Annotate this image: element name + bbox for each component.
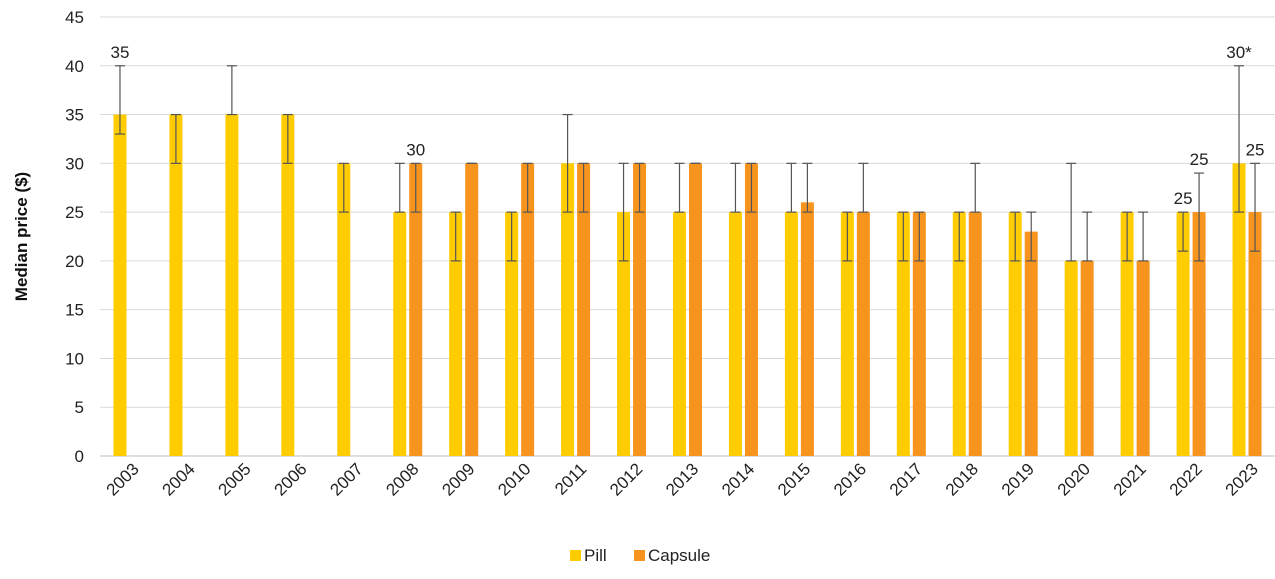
x-tick-label: 2005 [215, 459, 255, 499]
y-tick-label: 10 [65, 349, 84, 368]
bar-pill-2013 [673, 212, 686, 456]
bar-pill-2011 [561, 163, 575, 457]
y-axis-ticks: 0 5 10 15 20 25 30 35 40 45 [65, 8, 84, 466]
x-tick-label: 2009 [438, 459, 478, 499]
data-label: 25 [1174, 189, 1193, 208]
x-tick-label: 2004 [159, 459, 199, 499]
y-tick-label: 40 [65, 57, 84, 76]
data-label: 25 [1190, 150, 1209, 169]
y-axis-title: Median price ($) [12, 172, 31, 301]
bar-pill-2008 [393, 212, 407, 456]
y-tick-label: 35 [65, 106, 84, 125]
x-tick-label: 2007 [326, 459, 366, 499]
data-labels: 35 30 25 25 30* 25 [111, 43, 1265, 208]
y-tick-label: 45 [65, 8, 84, 27]
bar-capsule-2012 [633, 163, 647, 457]
bar-capsule-2018 [968, 212, 982, 456]
bar-pill-2019 [1008, 212, 1022, 456]
x-tick-label: 2016 [830, 459, 870, 499]
bar-capsule-2021 [1136, 260, 1150, 456]
legend-swatch-pill [570, 550, 581, 561]
x-tick-label: 2003 [103, 459, 143, 499]
x-tick-label: 2023 [1222, 459, 1262, 499]
x-tick-label: 2011 [551, 459, 590, 498]
bar-pill-2018 [952, 212, 966, 456]
legend-swatch-capsule [634, 550, 645, 561]
bar-pill-2015 [784, 212, 798, 456]
bar-pill-2017 [896, 212, 910, 456]
bar-capsule-2014 [744, 163, 758, 457]
bars [113, 114, 1262, 457]
x-tick-label: 2014 [718, 459, 758, 499]
bar-capsule-2016 [856, 212, 870, 456]
x-tick-label: 2012 [606, 459, 646, 499]
bar-capsule-2010 [521, 163, 535, 457]
x-axis-ticks: 2003 2004 2005 2006 2007 2008 2009 2010 2011 2012… [103, 459, 1262, 499]
bar-pill-2023 [1232, 163, 1246, 457]
legend-label-pill: Pill [584, 546, 607, 565]
y-tick-label: 30 [65, 154, 84, 173]
x-tick-label: 2013 [662, 459, 702, 499]
bar-capsule-2020 [1080, 260, 1094, 456]
x-tick-label: 2008 [382, 459, 422, 499]
bar-pill-2007 [337, 163, 351, 457]
bar-pill-2009 [449, 212, 463, 456]
bar-pill-2004 [169, 114, 183, 457]
x-tick-label: 2019 [998, 459, 1038, 499]
bar-pill-2020 [1064, 260, 1078, 456]
bar-pill-2021 [1120, 212, 1134, 456]
bar-capsule-2013 [689, 163, 702, 457]
bar-capsule-2022 [1192, 212, 1206, 456]
data-label: 35 [111, 43, 130, 62]
y-tick-label: 0 [75, 447, 84, 466]
x-tick-label: 2022 [1166, 459, 1206, 499]
bar-capsule-2017 [912, 212, 926, 456]
x-tick-label: 2010 [494, 459, 534, 499]
bar-capsule-2019 [1024, 231, 1038, 456]
bar-capsule-2015 [800, 202, 814, 456]
y-tick-label: 20 [65, 252, 84, 271]
x-tick-label: 2020 [1054, 459, 1094, 499]
bar-pill-2016 [840, 212, 854, 456]
data-label: 30 [406, 140, 425, 159]
data-label: 30* [1226, 43, 1252, 62]
x-tick-label: 2017 [886, 459, 926, 499]
bar-capsule-2023 [1248, 212, 1262, 456]
legend-label-capsule: Capsule [648, 546, 710, 565]
bar-pill-2010 [505, 212, 519, 456]
bar-pill-2012 [617, 212, 631, 456]
bar-pill-2006 [281, 114, 295, 457]
bar-capsule-2008 [409, 163, 423, 457]
bar-pill-2014 [728, 212, 742, 456]
x-tick-label: 2018 [942, 459, 982, 499]
bar-pill-2003 [113, 114, 127, 457]
error-bars [114, 65, 1261, 262]
y-tick-label: 15 [65, 301, 84, 320]
bar-pill-2022 [1176, 212, 1190, 456]
y-tick-label: 5 [75, 398, 84, 417]
legend: Pill Capsule [570, 546, 710, 565]
x-tick-label: 2006 [270, 459, 310, 499]
x-tick-label: 2021 [1110, 459, 1150, 499]
gridlines [100, 16, 1275, 457]
bar-pill-2005 [225, 114, 239, 457]
data-label: 25 [1246, 140, 1265, 159]
bar-capsule-2011 [577, 163, 591, 457]
bar-capsule-2009 [465, 163, 479, 457]
y-tick-label: 25 [65, 203, 84, 222]
x-tick-label: 2015 [774, 459, 814, 499]
